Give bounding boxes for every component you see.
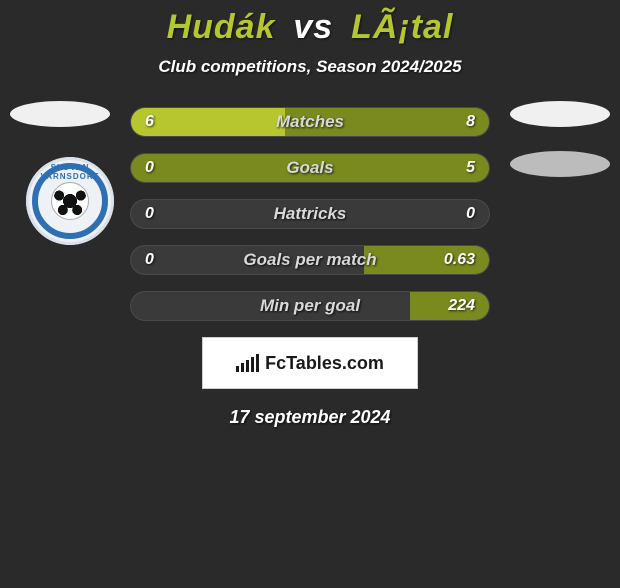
- brand-box[interactable]: FcTables.com: [202, 337, 418, 389]
- stat-value-right: 0: [452, 200, 489, 228]
- content-area: SLOVAN VARNSDORF 68Matches05Goals00Hattr…: [0, 107, 620, 428]
- brand-bar-icon: [256, 354, 259, 372]
- team2-badge-placeholder-1: [510, 101, 610, 127]
- brand-text: FcTables.com: [265, 353, 384, 374]
- stat-value-left: [131, 292, 159, 320]
- stat-row: 05Goals: [130, 153, 490, 183]
- brand-bar-icon: [251, 357, 254, 372]
- player2-name: LÃ¡tal: [351, 8, 453, 46]
- stat-fill-right: [131, 154, 489, 182]
- player1-name: Hudák: [167, 8, 276, 46]
- stat-row: 00.63Goals per match: [130, 245, 490, 275]
- stat-value-left: 6: [131, 108, 168, 136]
- stat-label: Hattricks: [131, 200, 489, 228]
- stat-row: 0 0Hattricks: [130, 199, 490, 229]
- team2-badge-placeholder-2: [510, 151, 610, 177]
- stats-container: 68Matches05Goals00Hattricks00.63Goals pe…: [130, 107, 490, 321]
- date-label: 17 september 2024: [0, 407, 620, 428]
- stat-row: 224Min per goal: [130, 291, 490, 321]
- brand-bars-icon: [236, 354, 259, 372]
- stat-value-right: 8: [452, 108, 489, 136]
- vs-label: vs: [293, 8, 333, 46]
- club-logo: SLOVAN VARNSDORF: [26, 157, 114, 245]
- stat-value-right: 5: [452, 154, 489, 182]
- team1-badge-placeholder: [10, 101, 110, 127]
- brand-bar-icon: [246, 360, 249, 372]
- brand-bar-icon: [241, 363, 244, 372]
- stat-value-left: 0: [131, 246, 168, 274]
- club-logo-text: SLOVAN VARNSDORF: [26, 163, 114, 181]
- stat-row: 68Matches: [130, 107, 490, 137]
- stat-value-left: 0: [131, 200, 168, 228]
- stat-value-right: 0.63: [430, 246, 489, 274]
- soccer-ball-icon: [51, 182, 89, 220]
- subtitle: Club competitions, Season 2024/2025: [0, 57, 620, 77]
- brand-bar-icon: [236, 366, 239, 372]
- page-title: Hudák vs LÃ¡tal: [0, 8, 620, 47]
- stat-value-right: 224: [434, 292, 489, 320]
- stat-value-left: 0: [131, 154, 168, 182]
